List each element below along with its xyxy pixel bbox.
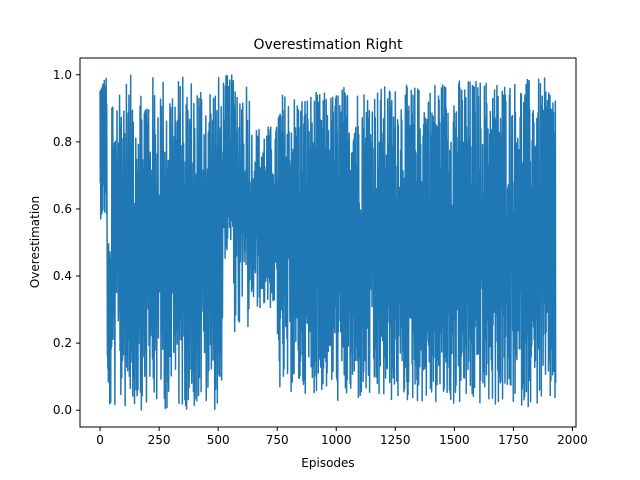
x-tick-label: 0 bbox=[96, 433, 104, 447]
x-axis-label: Episodes bbox=[301, 456, 354, 470]
y-tick-label: 0.0 bbox=[53, 403, 72, 417]
x-tick-label: 500 bbox=[207, 433, 230, 447]
x-tick-label: 2000 bbox=[557, 433, 588, 447]
x-tick-label: 750 bbox=[266, 433, 289, 447]
y-tick-label: 1.0 bbox=[53, 68, 72, 82]
y-tick-label: 0.6 bbox=[53, 202, 72, 216]
y-axis-ticks: 0.0 0.2 0.4 0.6 0.8 1.0 bbox=[53, 68, 80, 417]
y-tick-label: 0.2 bbox=[53, 336, 72, 350]
x-tick-label: 1750 bbox=[498, 433, 529, 447]
axes-frame bbox=[79, 57, 577, 428]
y-tick-label: 0.4 bbox=[53, 269, 72, 283]
x-tick-label: 1000 bbox=[321, 433, 352, 447]
plot-area bbox=[99, 74, 557, 411]
x-axis-ticks: 0 250 500 750 1000 1250 1500 1750 2000 bbox=[96, 427, 588, 447]
chart-title: Overestimation Right bbox=[253, 37, 403, 53]
series-line-0 bbox=[99, 74, 557, 411]
x-tick-label: 1500 bbox=[439, 433, 470, 447]
x-tick-label: 1250 bbox=[380, 433, 411, 447]
y-axis-label: Overestimation bbox=[28, 196, 42, 288]
x-tick-label: 250 bbox=[148, 433, 171, 447]
y-tick-label: 0.8 bbox=[53, 135, 72, 149]
